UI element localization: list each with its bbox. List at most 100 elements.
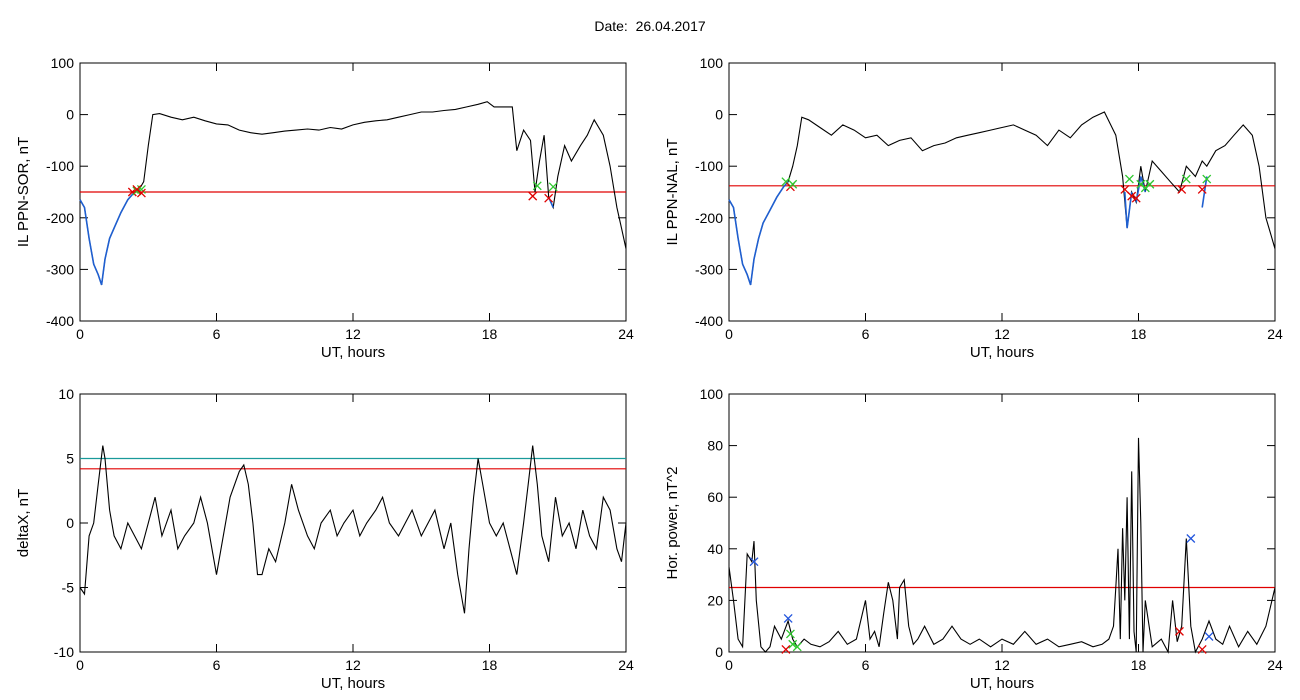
highlight-segment: [79, 188, 140, 286]
x-tick-label: 18: [1131, 657, 1147, 673]
marker-stroke: [532, 181, 542, 191]
marker-x: [749, 557, 759, 567]
y-tick-label: 100: [700, 386, 724, 402]
marker-stroke: [783, 614, 793, 623]
marker-stroke: [781, 177, 791, 187]
marker-stroke: [788, 639, 798, 649]
x-axis-label: UT, hours: [970, 344, 1034, 361]
x-tick-label: 24: [618, 326, 634, 342]
marker-stroke: [785, 629, 795, 639]
marker-x: [1131, 193, 1141, 203]
marker-stroke: [1202, 174, 1212, 184]
x-tick-label: 24: [1267, 657, 1283, 673]
marker-stroke: [788, 179, 798, 189]
marker-x: [132, 184, 142, 194]
marker-stroke: [792, 642, 802, 652]
marker-x: [532, 181, 542, 191]
marker-x: [1145, 179, 1155, 189]
figure-title: Date: 26.04.2017: [0, 18, 1300, 34]
marker-stroke: [528, 191, 538, 201]
marker-stroke: [544, 193, 554, 203]
marker-x: [1202, 174, 1212, 184]
marker-stroke: [749, 557, 759, 567]
marker-x: [1120, 184, 1130, 194]
y-tick-label: 5: [66, 451, 74, 467]
date-value: 26.04.2017: [635, 18, 706, 34]
y-axis-label: Hor. power, nT^2: [664, 467, 681, 580]
marker-x: [1136, 179, 1146, 189]
y-tick-label: 0: [715, 644, 723, 660]
marker-x: [1186, 534, 1196, 543]
marker-x: [1140, 183, 1150, 193]
marker-x: [528, 191, 538, 201]
y-tick-label: 80: [707, 438, 723, 454]
plot-frame: [728, 393, 1276, 653]
marker-x: [1127, 191, 1137, 201]
x-tick-label: 24: [618, 657, 634, 673]
marker-stroke: [781, 644, 791, 654]
x-tick-label: 0: [725, 657, 733, 673]
marker-stroke: [1177, 184, 1187, 194]
y-tick-label: -200: [46, 210, 74, 226]
marker-x: [1197, 184, 1207, 194]
marker-x: [783, 614, 793, 623]
marker-x: [1177, 184, 1187, 194]
marker-stroke: [1204, 632, 1214, 641]
marker-stroke: [1136, 179, 1146, 189]
x-tick-label: 12: [345, 657, 361, 673]
y-tick-label: -10: [54, 644, 74, 660]
y-tick-label: 0: [66, 515, 74, 531]
y-tick-label: -100: [695, 158, 723, 174]
marker-stroke: [1145, 179, 1155, 189]
x-tick-label: 18: [482, 326, 498, 342]
chart-p4: 0 6 12 18 24 100 80 60 40 20 0 UT, hours Hor. power,…: [664, 386, 1283, 692]
y-tick-label: -100: [46, 158, 74, 174]
marker-x: [544, 193, 554, 203]
marker-x: [785, 629, 795, 639]
marker-x: [792, 642, 802, 652]
y-axis-label: IL PPN-SOR, nT: [15, 137, 32, 247]
x-axis-label: UT, hours: [970, 675, 1034, 692]
y-tick-label: -400: [46, 313, 74, 329]
date-label: Date:: [594, 18, 628, 34]
y-tick-label: 10: [58, 386, 74, 402]
marker-x: [136, 188, 146, 198]
marker-x: [1197, 644, 1207, 654]
marker-x: [1174, 626, 1184, 636]
marker-stroke: [1181, 174, 1191, 184]
marker-stroke: [548, 182, 558, 192]
y-tick-label: -300: [695, 261, 723, 277]
marker-stroke: [1124, 174, 1134, 184]
x-tick-label: 6: [862, 326, 870, 342]
marker-stroke: [136, 188, 146, 198]
y-tick-label: 0: [715, 107, 723, 123]
series-line: [728, 111, 1276, 286]
x-tick-label: 18: [482, 657, 498, 673]
chart-p1: 0 6 12 18 24 100 0 -100 -200 -300 -400 UT, hours IL …: [15, 55, 634, 361]
marker-stroke: [1186, 534, 1196, 543]
marker-stroke: [1174, 626, 1184, 636]
highlight-segment: [728, 181, 789, 286]
x-tick-label: 0: [76, 326, 84, 342]
x-tick-label: 6: [213, 326, 221, 342]
marker-stroke: [1127, 191, 1137, 201]
y-axis-label: deltaX, nT: [15, 489, 32, 557]
y-tick-label: 20: [707, 592, 723, 608]
marker-stroke: [1131, 193, 1141, 203]
chart-p3: 0 6 12 18 24 10 5 0 -5 -10 UT, hours deltaX, nT: [15, 386, 634, 692]
plot-frame: [728, 62, 1276, 322]
marker-stroke: [132, 184, 142, 194]
y-tick-label: 100: [700, 55, 724, 71]
y-tick-label: 0: [66, 107, 74, 123]
marker-x: [781, 644, 791, 654]
plot-frame: [79, 393, 627, 653]
marker-stroke: [1197, 184, 1207, 194]
y-axis-label: IL PPN-NAL, nT: [664, 139, 681, 246]
x-tick-label: 0: [725, 326, 733, 342]
x-tick-label: 24: [1267, 326, 1283, 342]
x-axis-label: UT, hours: [321, 344, 385, 361]
marker-x: [1181, 174, 1191, 184]
x-tick-label: 12: [994, 657, 1010, 673]
y-tick-label: -400: [695, 313, 723, 329]
